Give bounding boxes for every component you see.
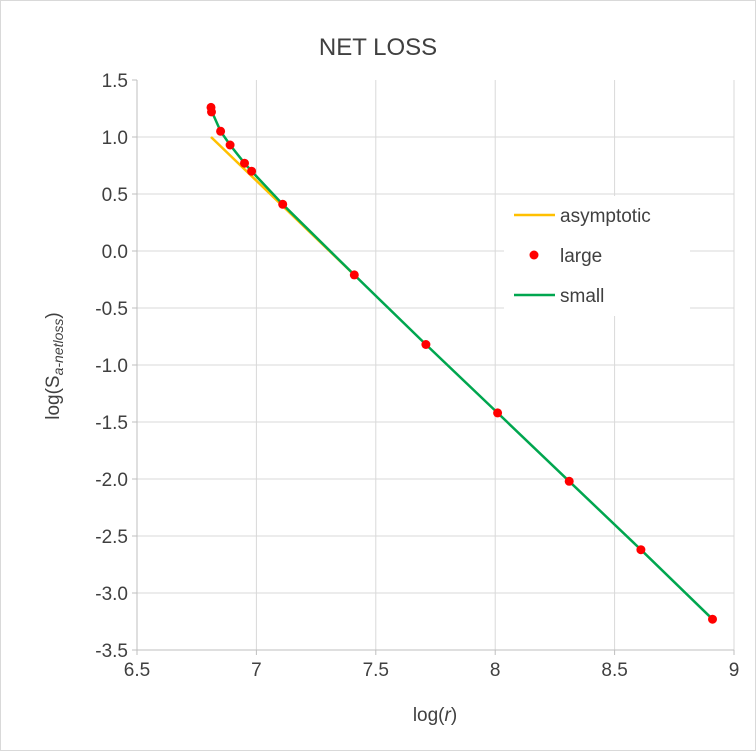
y-tick-label: -1.0	[95, 356, 128, 377]
grid-lines	[137, 80, 735, 650]
x-axis-title: log(r)	[413, 705, 457, 726]
x-tick-label: 9	[729, 660, 740, 681]
series-large-point	[240, 158, 249, 168]
x-axis-title-suffix: )	[451, 705, 457, 726]
legend-large-swatch	[529, 250, 539, 260]
series-large-point	[216, 126, 226, 136]
chart-title: NET LOSS	[319, 34, 437, 61]
x-tick-labels: 6.5 7 7.5 8 8.5 9	[124, 660, 740, 681]
y-tick-label: -3.0	[95, 584, 128, 605]
y-tick-label: 1.5	[102, 71, 128, 92]
y-tick-label: -0.5	[95, 299, 128, 320]
y-axis-title: log(Sa-netloss)	[43, 312, 66, 420]
x-tick-label: 7	[251, 660, 262, 681]
series-large-point	[708, 614, 717, 624]
y-axis-title-sub: a-netloss	[50, 319, 66, 376]
legend-large-label: large	[560, 246, 602, 267]
y-tick-label: -3.5	[95, 641, 128, 662]
series-large-point	[207, 107, 216, 117]
legend-asymptotic-label: asymptotic	[560, 206, 651, 227]
y-tick-label: -2.0	[95, 470, 128, 491]
x-tick-label: 6.5	[124, 660, 150, 681]
series-small-line	[209, 109, 714, 621]
x-tick-label: 8	[490, 660, 501, 681]
x-axis-title-var: r	[445, 705, 452, 726]
series-large-point	[564, 476, 574, 486]
y-tick-label: 0.0	[102, 242, 128, 263]
series-large-point	[493, 408, 503, 418]
y-tick-labels: 1.5 1.0 0.5 0.0 -0.5 -1.0 -1.5 -2.0 -2.5 -3.0 -3.5	[95, 71, 128, 662]
series-large-point	[636, 545, 646, 555]
x-tick-label: 8.5	[601, 660, 627, 681]
y-axis-title-prefix: log(S	[43, 375, 64, 419]
legend: asymptotic large small	[504, 196, 690, 316]
y-tick-label: 0.5	[102, 185, 128, 206]
series-large-point	[278, 199, 288, 209]
legend-small-label: small	[560, 286, 604, 307]
y-tick-label: 1.0	[102, 128, 128, 149]
x-tick-label: 7.5	[363, 660, 389, 681]
axes	[132, 79, 735, 655]
series-large-point	[349, 270, 359, 280]
series-large-point	[225, 140, 235, 150]
y-axis-title-suffix: )	[43, 312, 64, 318]
x-axis-title-prefix: log(	[413, 705, 445, 726]
series-layer	[206, 102, 717, 624]
y-tick-label: -1.5	[95, 413, 128, 434]
series-large-point	[421, 340, 431, 349]
series-large-point	[247, 166, 257, 176]
y-tick-label: -2.5	[95, 527, 128, 548]
